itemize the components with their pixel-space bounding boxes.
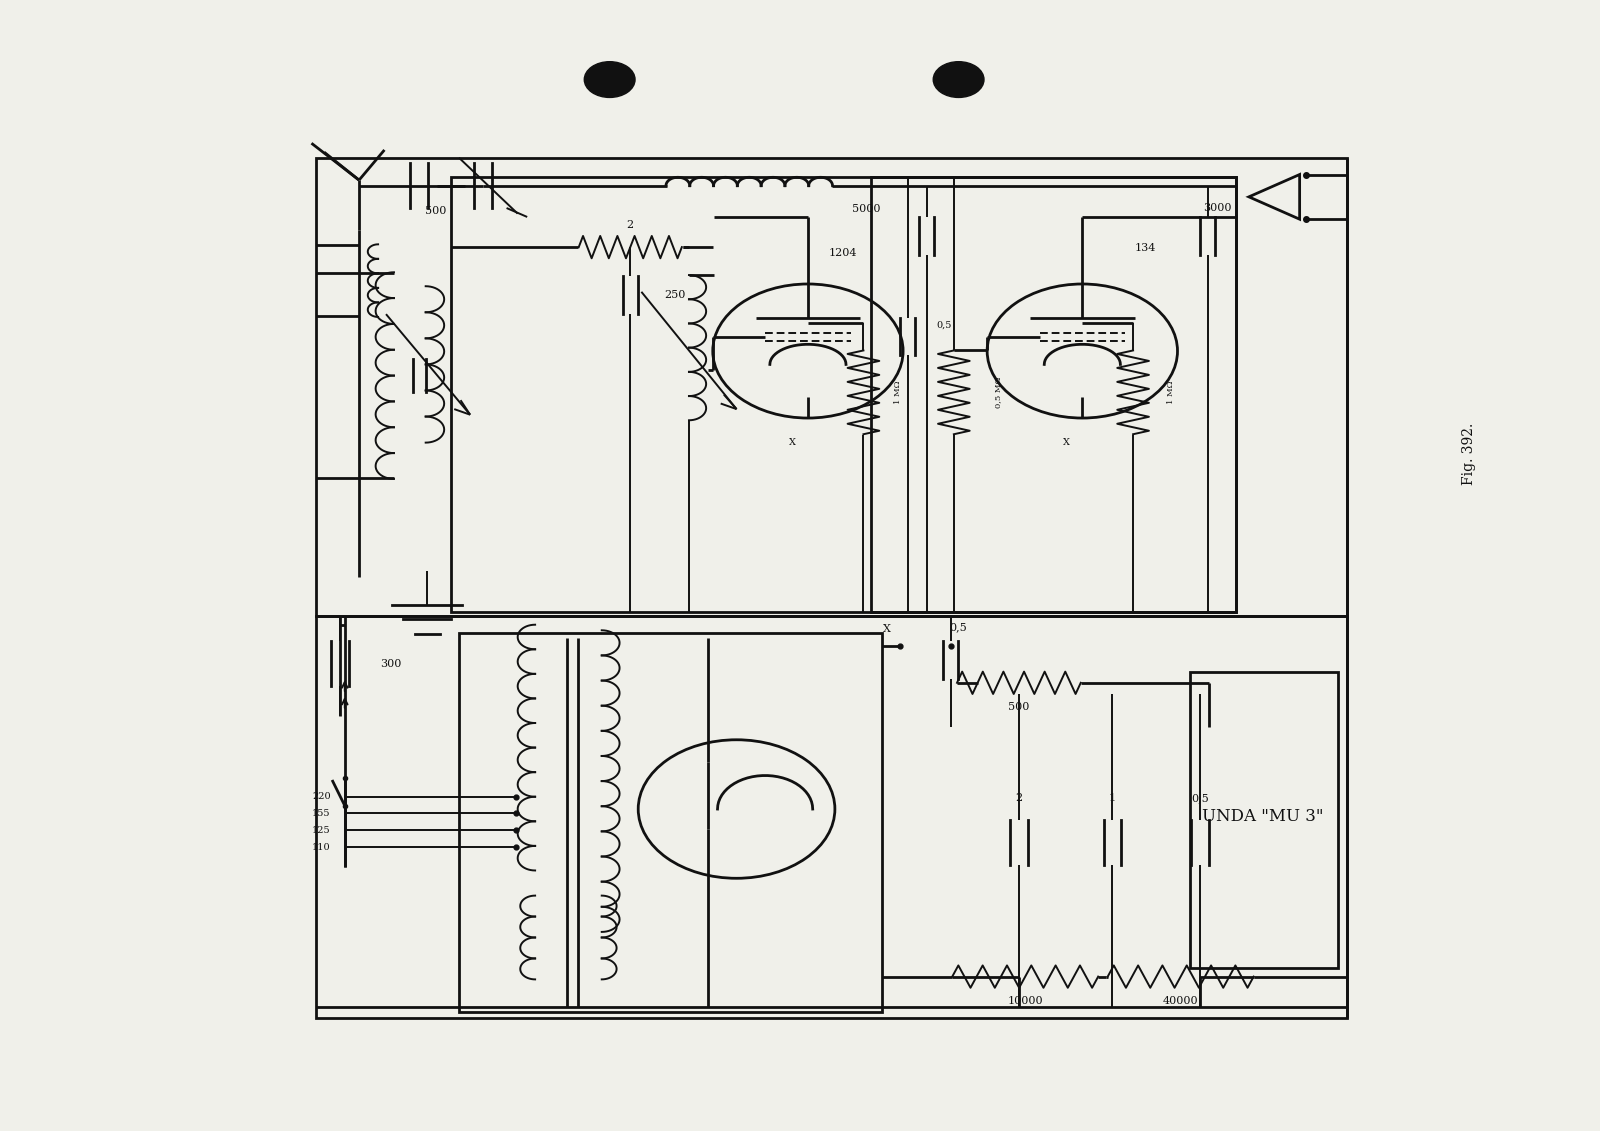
- Bar: [451, 176, 1237, 612]
- Text: 2: 2: [627, 219, 634, 230]
- Text: 0,5: 0,5: [936, 321, 952, 330]
- Text: 0,5: 0,5: [950, 622, 968, 632]
- Text: X: X: [1062, 438, 1070, 447]
- Text: 220: 220: [312, 792, 331, 801]
- Text: 1204: 1204: [829, 248, 858, 258]
- Text: X: X: [883, 624, 891, 634]
- Text: 110: 110: [312, 843, 331, 852]
- Text: 1 MΩ: 1 MΩ: [894, 381, 902, 404]
- Text: 1: 1: [1109, 793, 1117, 803]
- Text: 250: 250: [664, 291, 685, 300]
- Text: 500: 500: [1008, 702, 1029, 713]
- Text: 1 MΩ: 1 MΩ: [1166, 381, 1174, 404]
- Text: 40000: 40000: [1163, 996, 1198, 1007]
- Text: X: X: [789, 438, 795, 447]
- Text: Fig. 392.: Fig. 392.: [1462, 423, 1477, 485]
- Bar: [459, 632, 883, 1012]
- Text: 10000: 10000: [1008, 996, 1043, 1007]
- Text: 5000: 5000: [853, 204, 882, 214]
- Text: 3000: 3000: [1203, 204, 1232, 213]
- Text: 0,5 MΩ: 0,5 MΩ: [994, 377, 1002, 408]
- Text: 155: 155: [312, 809, 331, 818]
- Text: UNDA "MU 3": UNDA "MU 3": [1202, 809, 1323, 826]
- Text: 0,5: 0,5: [1190, 793, 1208, 803]
- Circle shape: [584, 62, 635, 97]
- Bar: [872, 176, 1237, 612]
- Text: 300: 300: [381, 658, 402, 668]
- Text: 125: 125: [312, 826, 331, 835]
- Text: 500: 500: [424, 206, 446, 216]
- Text: 2: 2: [1016, 793, 1022, 803]
- Text: 134: 134: [1134, 243, 1157, 253]
- Bar: [317, 157, 1347, 615]
- Bar: [317, 615, 1347, 1018]
- Circle shape: [933, 62, 984, 97]
- Bar: [1190, 672, 1338, 968]
